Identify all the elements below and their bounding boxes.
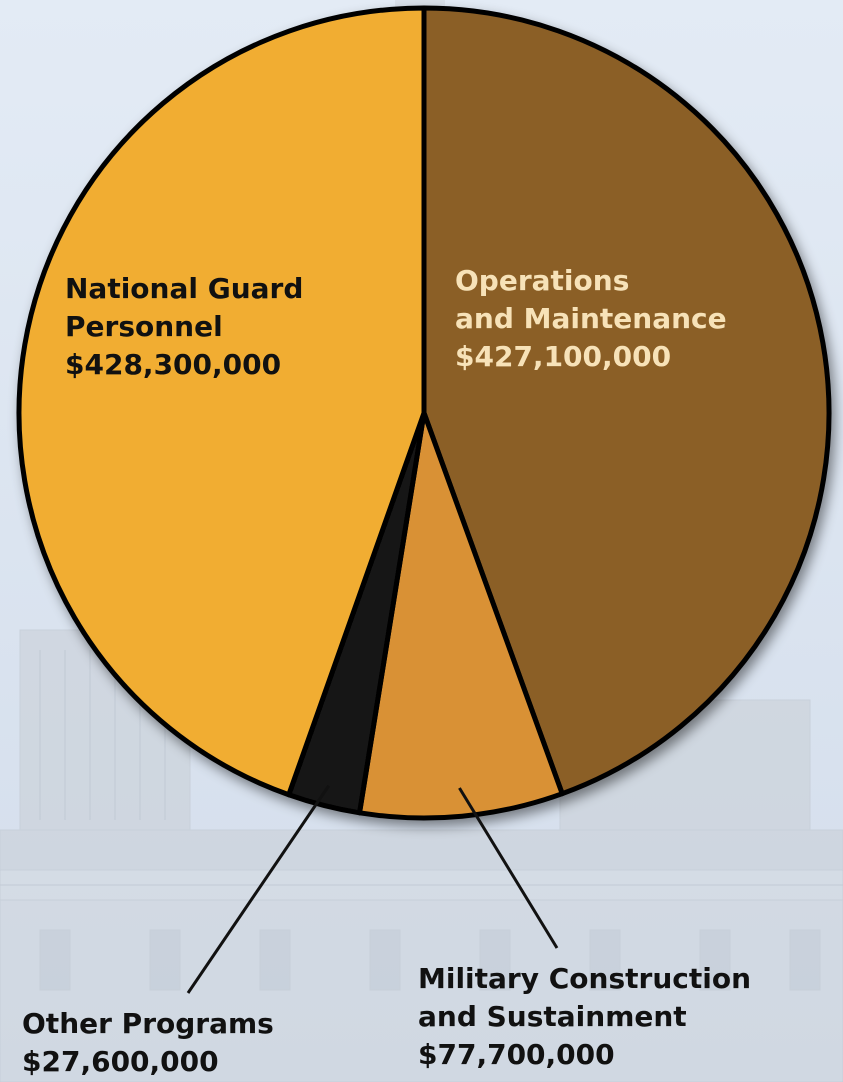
label-military-construction-and-sustainment: Military Construction and Sustainment $7… [418,960,751,1074]
label-mcs-line2: and Sustainment [418,1000,687,1033]
label-national-guard-personnel: National Guard Personnel $428,300,000 [65,270,303,384]
label-other-programs: Other Programs $27,600,000 [22,1005,274,1081]
label-ngp-line1: National Guard [65,272,304,305]
label-ngp-line2: Personnel [65,310,223,343]
slice-operations-and-maintenance [421,5,832,797]
leader-line-other-programs [186,784,330,994]
label-op-value: $27,600,000 [22,1045,219,1078]
label-ngp-value: $428,300,000 [65,348,282,381]
label-om-value: $427,100,000 [455,340,672,373]
slice-national-guard-personnel [16,5,427,798]
label-mcs-value: $77,700,000 [418,1038,615,1071]
label-mcs-line1: Military Construction [418,962,752,995]
label-om-line1: Operations [455,264,630,297]
label-operations-and-maintenance: Operations and Maintenance $427,100,000 [455,262,727,376]
label-op-line1: Other Programs [22,1007,274,1040]
label-om-line2: and Maintenance [455,302,727,335]
leader-line-military-construction [458,787,559,949]
